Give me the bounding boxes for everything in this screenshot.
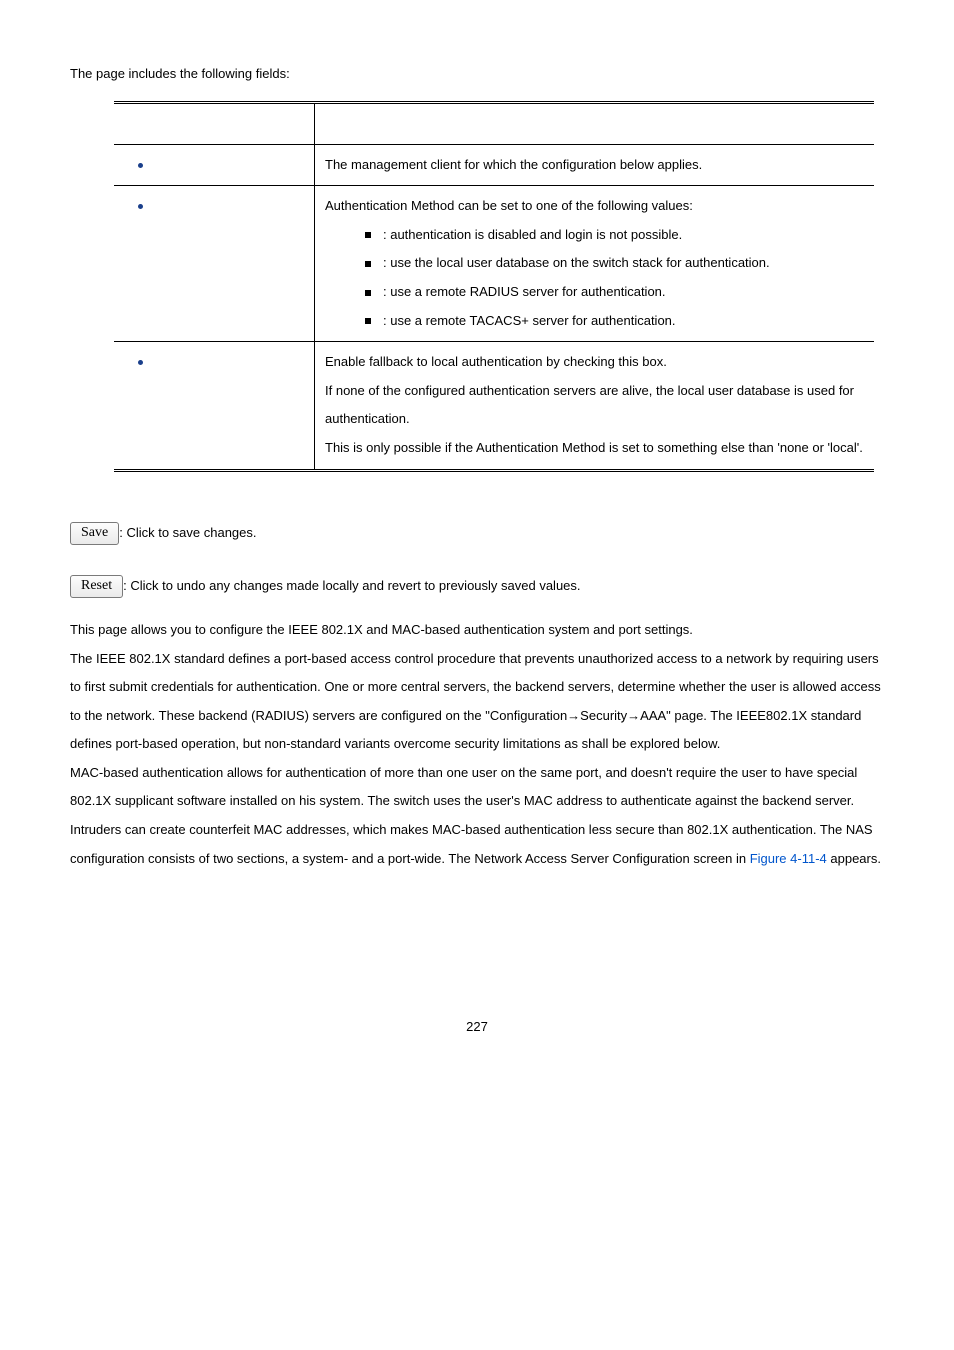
- bullet-square-icon: [365, 232, 371, 238]
- fields-table: The management client for which the conf…: [114, 101, 874, 472]
- description-text: Enable fallback to local authentication …: [325, 348, 864, 377]
- object-cell: [114, 342, 315, 470]
- intro-text: The page includes the following fields:: [70, 60, 884, 89]
- col-header-object: [114, 102, 315, 144]
- save-button-row: Save: Click to save changes.: [70, 522, 884, 545]
- col-header-description: [315, 102, 875, 144]
- description-text: This is only possible if the Authenticat…: [325, 434, 864, 463]
- bullet-square-icon: [365, 261, 371, 267]
- description-text: Authentication Method can be set to one …: [325, 192, 864, 221]
- description-cell: Enable fallback to local authentication …: [315, 342, 875, 470]
- after-link-text: appears.: [827, 851, 881, 866]
- bullet-icon: [138, 360, 143, 365]
- sub-item-text: : use the local user database on the swi…: [383, 255, 770, 270]
- body-paragraph: The IEEE 802.1X standard defines a port-…: [70, 645, 884, 759]
- bullet-icon: [138, 163, 143, 168]
- bullet-square-icon: [365, 318, 371, 324]
- page-number: 227: [70, 1013, 884, 1042]
- description-text: The management client for which the conf…: [325, 151, 864, 180]
- description-text: : use a remote RADIUS server for authent…: [345, 278, 864, 307]
- description-text: : use a remote TACACS+ server for authen…: [345, 307, 864, 336]
- reset-button-row: Reset: Click to undo any changes made lo…: [70, 575, 884, 598]
- table-row: Authentication Method can be set to one …: [114, 186, 874, 342]
- description-text: : use the local user database on the swi…: [345, 249, 864, 278]
- save-button[interactable]: Save: [70, 522, 119, 545]
- bullet-square-icon: [365, 290, 371, 296]
- sub-item-text: : use a remote RADIUS server for authent…: [383, 284, 666, 299]
- reset-description: : Click to undo any changes made locally…: [123, 578, 580, 593]
- save-description: : Click to save changes.: [119, 525, 256, 540]
- body-paragraph: This page allows you to configure the IE…: [70, 616, 884, 645]
- description-cell: The management client for which the conf…: [315, 144, 875, 186]
- reset-button[interactable]: Reset: [70, 575, 123, 598]
- description-text: : authentication is disabled and login i…: [345, 221, 864, 250]
- bullet-icon: [138, 204, 143, 209]
- section-body: This page allows you to configure the IE…: [70, 616, 884, 873]
- sub-item-text: : use a remote TACACS+ server for authen…: [383, 313, 676, 328]
- table-row: The management client for which the conf…: [114, 144, 874, 186]
- table-row: Enable fallback to local authentication …: [114, 342, 874, 470]
- object-cell: [114, 186, 315, 342]
- body-paragraph: MAC-based authentication allows for auth…: [70, 759, 884, 873]
- sub-item-text: : authentication is disabled and login i…: [383, 227, 682, 242]
- description-text: If none of the configured authentication…: [325, 377, 864, 434]
- figure-link[interactable]: Figure 4-11-4: [750, 851, 827, 866]
- object-cell: [114, 144, 315, 186]
- description-cell: Authentication Method can be set to one …: [315, 186, 875, 342]
